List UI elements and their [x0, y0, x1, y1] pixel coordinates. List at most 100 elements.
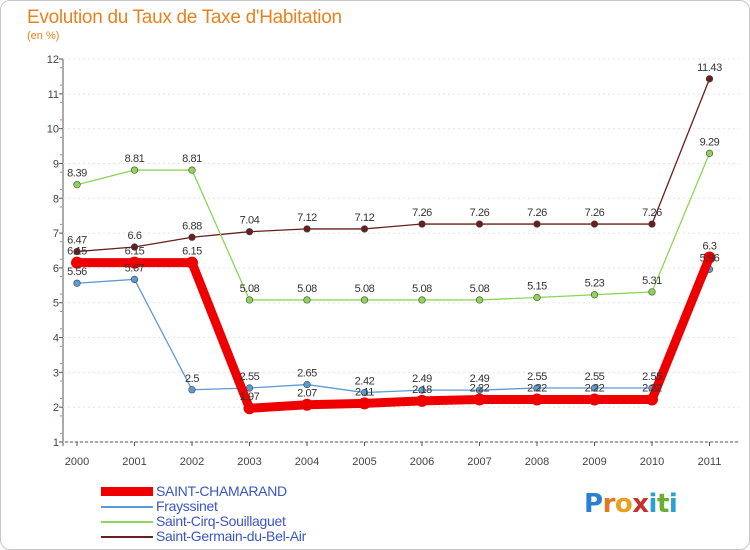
data-label: 8.81: [125, 153, 145, 165]
y-tick-label: 12: [47, 54, 59, 66]
y-tick-label: 5: [53, 298, 59, 310]
data-label: 5.08: [412, 283, 432, 295]
data-point: [73, 181, 81, 189]
data-point: [128, 256, 141, 269]
data-label: 7.26: [412, 207, 432, 219]
data-label: 9.29: [700, 136, 720, 148]
data-label: 5.31: [642, 275, 662, 287]
data-point: [705, 149, 714, 157]
data-point: [360, 388, 369, 397]
data-label: 2.55: [585, 371, 605, 383]
x-tick-label: 2007: [467, 456, 491, 468]
data-label: 7.26: [642, 207, 662, 219]
x-tick-label: 2005: [352, 456, 376, 468]
data-point: [358, 397, 371, 410]
x-tick-label: 2011: [698, 456, 722, 468]
y-tick-label: 8: [53, 193, 59, 205]
data-label: 2.22: [470, 383, 490, 395]
data-label: 6.15: [67, 246, 87, 258]
brand-logo: Proxiti: [584, 489, 678, 519]
legend-label: Frayssinet: [156, 498, 218, 514]
data-label: 2.07: [297, 388, 317, 400]
data-point: [303, 225, 311, 233]
data-point: [590, 384, 599, 392]
y-tick-label: 4: [53, 333, 59, 345]
logo-letter: r: [602, 489, 616, 519]
data-point: [588, 393, 601, 406]
data-label: 2.55: [240, 371, 260, 383]
y-tick-label: 2: [53, 402, 59, 414]
x-tick-label: 2003: [237, 456, 261, 468]
data-point: [130, 243, 139, 251]
data-point: [71, 256, 83, 269]
legend-swatch: [101, 521, 153, 523]
logo-letter: i: [668, 489, 678, 519]
data-label: 7.26: [527, 207, 547, 219]
data-point: [533, 293, 541, 302]
data-point: [73, 279, 81, 287]
data-point: [473, 393, 486, 406]
data-label: 6.6: [127, 230, 141, 242]
data-point: [130, 275, 139, 283]
data-label: 5.08: [355, 283, 375, 295]
data-point: [188, 386, 196, 394]
series-line-saint-germain-du-bel-air: [76, 78, 711, 253]
chart-title: Evolution du Taux de Taxe d'Habitation: [27, 7, 342, 28]
data-point: [418, 296, 426, 304]
y-tick-label: 9: [53, 158, 59, 170]
data-point: [418, 386, 426, 394]
x-tick-label: 2009: [582, 456, 606, 468]
logo-letter: o: [614, 489, 633, 519]
data-label: 2.55: [527, 371, 547, 383]
data-point: [648, 288, 656, 296]
data-label: 8.39: [67, 168, 87, 180]
x-tick-label: 2001: [122, 456, 146, 468]
data-point: [360, 225, 369, 233]
data-point: [646, 393, 658, 406]
data-label: 2.42: [355, 376, 375, 388]
data-label: 5.08: [470, 283, 490, 295]
data-point: [533, 384, 541, 392]
y-tick-label: 10: [47, 124, 59, 136]
data-label: 2.49: [412, 373, 432, 385]
legend-label: Saint-Cirq-Souillaguet: [156, 513, 286, 529]
data-label: 6.88: [182, 220, 202, 232]
legend-swatch: [101, 487, 153, 496]
data-label: 2.18: [412, 384, 432, 396]
data-point: [130, 166, 139, 174]
data-point: [186, 256, 198, 269]
data-label: 5.56: [67, 266, 87, 278]
data-label: 1.97: [240, 391, 260, 403]
data-point: [303, 380, 311, 389]
y-tick-label: 7: [53, 228, 59, 240]
y-tick-label: 1: [53, 437, 59, 449]
data-label: 5.08: [240, 283, 260, 295]
data-point: [705, 75, 714, 83]
logo-letter: i: [648, 489, 658, 519]
data-label: 6.15: [182, 246, 202, 258]
data-point: [301, 398, 313, 411]
data-point: [590, 220, 599, 228]
legend-swatch: [101, 536, 153, 538]
y-tick-label: 6: [53, 263, 59, 275]
data-label: 2.55: [642, 371, 662, 383]
data-point: [418, 220, 426, 228]
x-tick-label: 2010: [640, 456, 664, 468]
data-point: [475, 220, 484, 228]
data-label: 2.22: [527, 383, 547, 395]
data-point: [303, 296, 311, 304]
chart-subtitle: (en %): [27, 30, 60, 42]
logo-letter: x: [632, 489, 649, 519]
data-point: [243, 402, 256, 415]
data-label: 5.67: [125, 262, 145, 274]
data-point: [648, 220, 656, 228]
legend-label: Saint-Germain-du-Bel-Air: [156, 528, 306, 544]
data-label: 8.81: [182, 153, 202, 165]
x-tick-label: 2002: [180, 456, 204, 468]
x-tick-label: 2008: [525, 456, 549, 468]
data-label: 7.12: [355, 212, 375, 224]
data-label: 2.49: [470, 373, 490, 385]
x-tick-label: 2004: [295, 456, 319, 468]
data-label: 2.11: [355, 386, 374, 398]
